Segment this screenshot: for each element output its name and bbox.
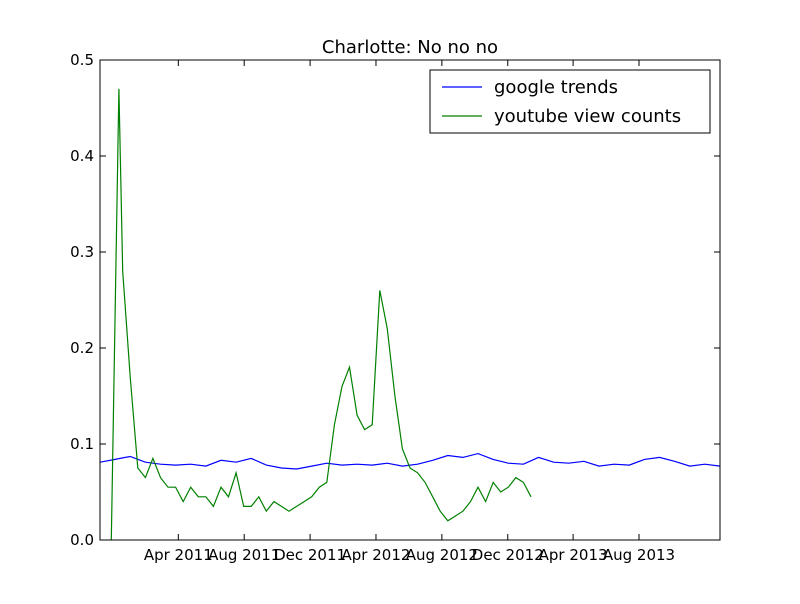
x-tick-label: Aug 2011: [208, 546, 280, 564]
series-line-google-trends: [99, 452, 721, 470]
y-tick-label: 0.3: [70, 243, 94, 261]
series-line-youtube-view-counts: [110, 88, 532, 541]
legend-box: [429, 69, 711, 134]
y-tick-label: 0.2: [70, 339, 94, 357]
y-tick-label: 0.0: [70, 531, 94, 549]
x-tick-label: Dec 2012: [472, 546, 544, 564]
chart-title: Charlotte: No no no: [322, 37, 498, 58]
plot-area: [99, 88, 721, 541]
y-tick-label: 0.4: [70, 147, 94, 165]
plot-frame: [99, 59, 721, 541]
legend: google trends youtube view counts: [429, 69, 711, 134]
x-tick-label: Apr 2012: [342, 546, 411, 564]
x-tick-label: Apr 2013: [539, 546, 608, 564]
y-tick-label: 0.5: [70, 51, 94, 69]
x-tick-label: Apr 2011: [144, 546, 213, 564]
x-tick-label: Aug 2013: [603, 546, 675, 564]
x-tick-label: Aug 2012: [406, 546, 478, 564]
y-tick-label: 0.1: [70, 435, 94, 453]
x-tick-label: Dec 2011: [274, 546, 346, 564]
legend-label: google trends: [494, 77, 618, 98]
legend-label: youtube view counts: [494, 106, 681, 127]
